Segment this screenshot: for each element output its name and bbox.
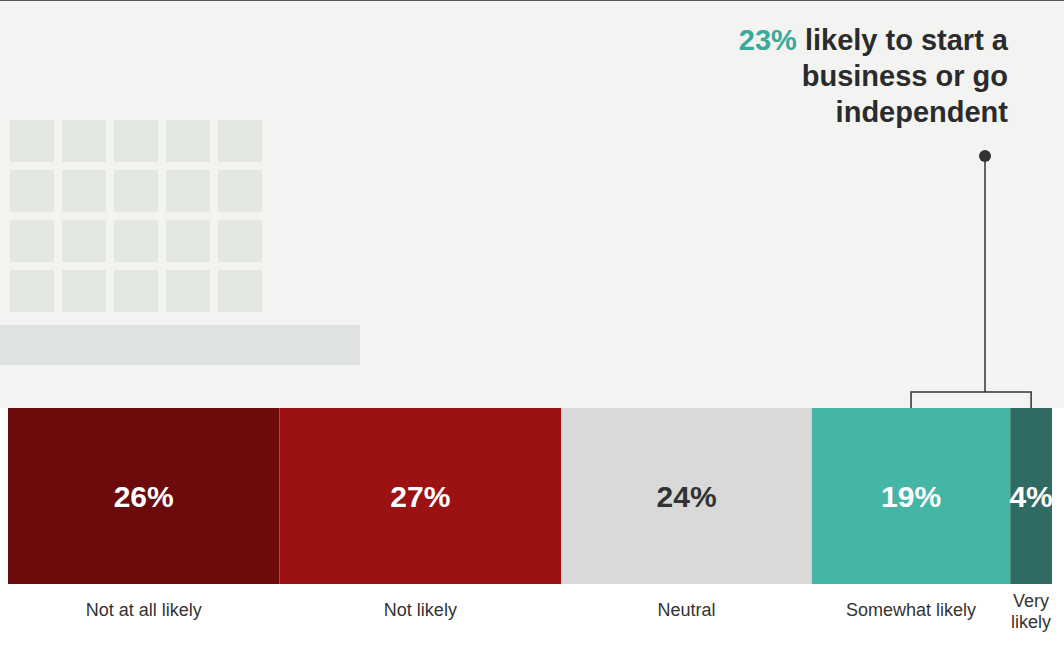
data-label: 19% bbox=[881, 480, 941, 513]
data-label: 24% bbox=[657, 480, 717, 513]
segment-name: Not likely bbox=[384, 600, 457, 620]
segment-name-line: Very bbox=[1013, 591, 1049, 611]
window-pane bbox=[62, 170, 106, 212]
window-pane bbox=[166, 120, 210, 162]
annotation-text: business or go bbox=[802, 60, 1008, 92]
window-pane bbox=[114, 170, 158, 212]
window-pane bbox=[10, 270, 54, 312]
annotation-text: 23% likely to start a bbox=[739, 24, 1009, 56]
window-pane bbox=[166, 270, 210, 312]
data-label: 27% bbox=[390, 480, 450, 513]
segment-name: Somewhat likely bbox=[846, 600, 976, 620]
leader-line bbox=[984, 156, 986, 392]
window-pane bbox=[166, 170, 210, 212]
window-pane bbox=[114, 270, 158, 312]
window-pane bbox=[114, 120, 158, 162]
data-label: 4% bbox=[1009, 480, 1052, 513]
annotation-text-part: independent bbox=[836, 96, 1009, 128]
segment-name-line: Not at all likely bbox=[86, 600, 202, 620]
top-rule bbox=[0, 0, 1064, 1]
window-pane bbox=[218, 170, 262, 212]
window-pane bbox=[10, 170, 54, 212]
segment-name: Not at all likely bbox=[86, 600, 202, 620]
annotation: 23% likely to start a business or go indep… bbox=[739, 24, 1031, 408]
bar-segment bbox=[279, 408, 561, 584]
window-pane bbox=[218, 120, 262, 162]
segment-name-line: likely bbox=[1011, 612, 1051, 632]
labels: 26% 27% 24% 19% 4% Not at all likely Not likel… bbox=[86, 480, 1053, 633]
segment-name-line: Not likely bbox=[384, 600, 457, 620]
window-pane bbox=[218, 220, 262, 262]
background bbox=[0, 0, 1064, 408]
annotation-text-part: business or go bbox=[802, 60, 1008, 92]
bars bbox=[8, 408, 1052, 584]
window-pane bbox=[10, 220, 54, 262]
window-pane bbox=[114, 220, 158, 262]
sofa bbox=[0, 325, 360, 365]
chart: 26% 27% 24% 19% 4% Not at all likely Not likel… bbox=[0, 0, 1064, 654]
segment-name: Neutral bbox=[658, 600, 716, 620]
segment-name-line: Somewhat likely bbox=[846, 600, 976, 620]
bar-segment bbox=[561, 408, 812, 584]
segment-name-line: Neutral bbox=[658, 600, 716, 620]
annotation-value: 23% bbox=[739, 24, 797, 56]
bracket bbox=[911, 392, 1031, 408]
leader-dot bbox=[979, 150, 991, 162]
window-pane bbox=[62, 270, 106, 312]
bar-segment bbox=[1010, 408, 1052, 584]
bar-segment bbox=[812, 408, 1010, 584]
photo-area bbox=[0, 0, 1064, 408]
annotation-text: independent bbox=[836, 96, 1009, 128]
bar-segment bbox=[8, 408, 279, 584]
window-pane bbox=[166, 220, 210, 262]
segment-name: Verylikely bbox=[1011, 591, 1051, 632]
window-pane bbox=[218, 270, 262, 312]
window-pane bbox=[62, 220, 106, 262]
window-pane bbox=[62, 120, 106, 162]
window-pane bbox=[10, 120, 54, 162]
data-label: 26% bbox=[114, 480, 174, 513]
annotation-text-part: likely to start a bbox=[797, 24, 1009, 56]
